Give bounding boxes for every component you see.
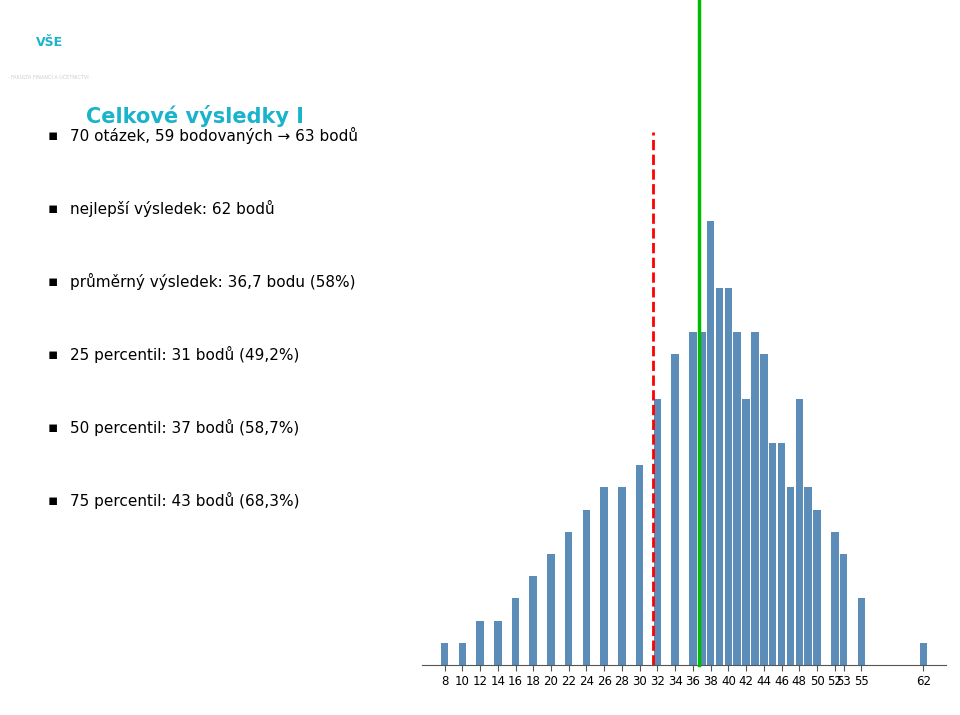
Bar [778, 443, 785, 665]
Bar [530, 576, 537, 665]
Bar [920, 643, 927, 665]
Bar [600, 488, 608, 665]
Bar [459, 643, 466, 665]
Bar [796, 399, 804, 665]
Text: Vysoká škola ekonomická v Praze: Vysoká škola ekonomická v Praze [125, 19, 439, 38]
Bar [494, 621, 501, 665]
Text: ▪: ▪ [48, 202, 59, 216]
Text: ▪: ▪ [48, 347, 59, 362]
Text: Celkové výsledky I: Celkové výsledky I [86, 104, 304, 127]
Text: 70 otázek, 59 bodovaných → 63 bodů: 70 otázek, 59 bodovaných → 63 bodů [70, 127, 358, 144]
Bar [733, 332, 741, 665]
Bar [476, 621, 484, 665]
Text: průměrný výsledek: 36,7 bodu (58%): průměrný výsledek: 36,7 bodu (58%) [70, 273, 355, 290]
Bar [804, 488, 812, 665]
Bar [618, 488, 626, 665]
Bar [786, 488, 794, 665]
Text: 50 percentil: 37 bodů (58,7%): 50 percentil: 37 bodů (58,7%) [70, 419, 299, 436]
Bar [831, 532, 838, 665]
Text: nejlepší výsledek: 62 bodů: nejlepší výsledek: 62 bodů [70, 200, 275, 217]
Bar [840, 554, 848, 665]
Text: · FAKULTA FINANCÍ A ÚČETNICTVÍ ·: · FAKULTA FINANCÍ A ÚČETNICTVÍ · [8, 76, 92, 81]
Text: číslo projektu 27/2012: číslo projektu 27/2012 [741, 51, 950, 70]
Bar [725, 287, 732, 665]
Bar [707, 221, 714, 665]
Bar [689, 332, 697, 665]
Bar [769, 443, 777, 665]
Bar [564, 532, 572, 665]
Bar [547, 554, 555, 665]
Text: 25 percentil: 31 bodů (49,2%): 25 percentil: 31 bodů (49,2%) [70, 346, 299, 363]
Bar [671, 354, 679, 665]
FancyBboxPatch shape [0, 0, 101, 89]
Bar [512, 598, 519, 665]
Text: Fakulta financí a účetnictví: Fakulta financí a účetnictví [125, 51, 378, 70]
Bar [760, 354, 768, 665]
Text: ▪: ▪ [48, 129, 59, 143]
Text: ▪: ▪ [48, 275, 59, 289]
Bar [636, 465, 643, 665]
Bar [698, 332, 706, 665]
Text: ▪: ▪ [48, 493, 59, 508]
Text: ▪: ▪ [48, 420, 59, 435]
Bar [751, 332, 758, 665]
Bar [857, 598, 865, 665]
Bar [813, 510, 821, 665]
Bar [583, 510, 590, 665]
Bar [441, 643, 448, 665]
Text: 75 percentil: 43 bodů (68,3%): 75 percentil: 43 bodů (68,3%) [70, 492, 300, 509]
Text: Akademický výzkumný projekt IGA 2012: Akademický výzkumný projekt IGA 2012 [574, 19, 950, 38]
Bar [742, 399, 750, 665]
Bar [654, 399, 661, 665]
Text: VŠE: VŠE [36, 36, 63, 49]
Bar [716, 287, 723, 665]
